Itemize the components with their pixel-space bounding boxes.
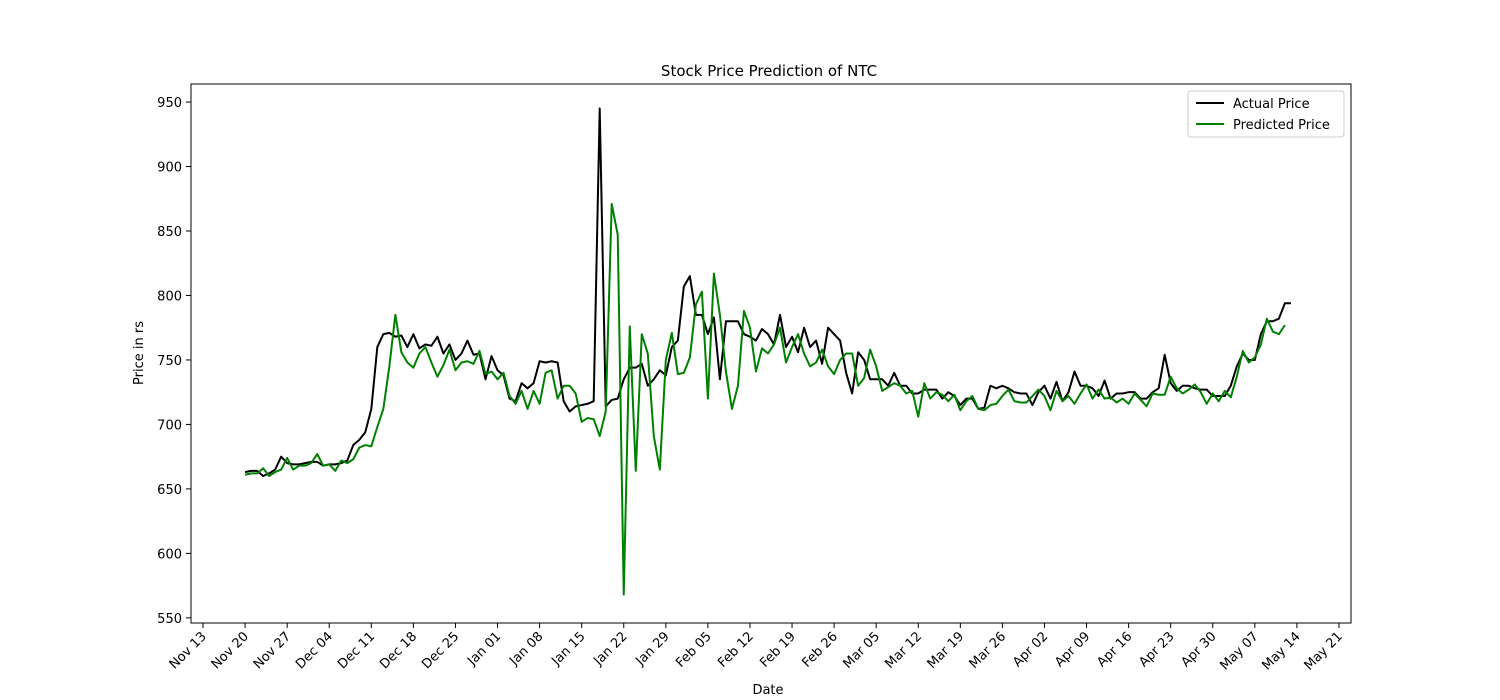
x-axis-label: Date [752,683,783,698]
legend-box [1187,90,1345,138]
y-tick-label: 850 [157,225,182,240]
legend: Actual Price Predicted Price [1187,90,1345,138]
legend-label-actual: Actual Price [1233,97,1310,112]
y-tick-label: 800 [157,289,182,304]
y-tick-label: 650 [157,483,182,498]
y-tick-label: 950 [157,96,182,111]
legend-label-predicted: Predicted Price [1233,118,1330,133]
plot-frame [190,83,1352,624]
y-axis-label: Price in rs [132,321,147,385]
y-tick-label: 700 [157,418,182,433]
y-tick-label: 900 [157,161,182,176]
series-layer [244,107,1291,596]
plot-area [190,83,1352,624]
y-tick-label: 600 [157,547,182,562]
y-tick-label: 550 [157,612,182,627]
series-line-actual-price [244,107,1291,477]
chart-title: Stock Price Prediction of NTC [661,62,877,80]
y-axis: 550 600 650 700 750 800 850 900 950 [157,96,191,627]
series-line-predicted-price [244,202,1286,596]
y-tick-label: 750 [157,354,182,369]
